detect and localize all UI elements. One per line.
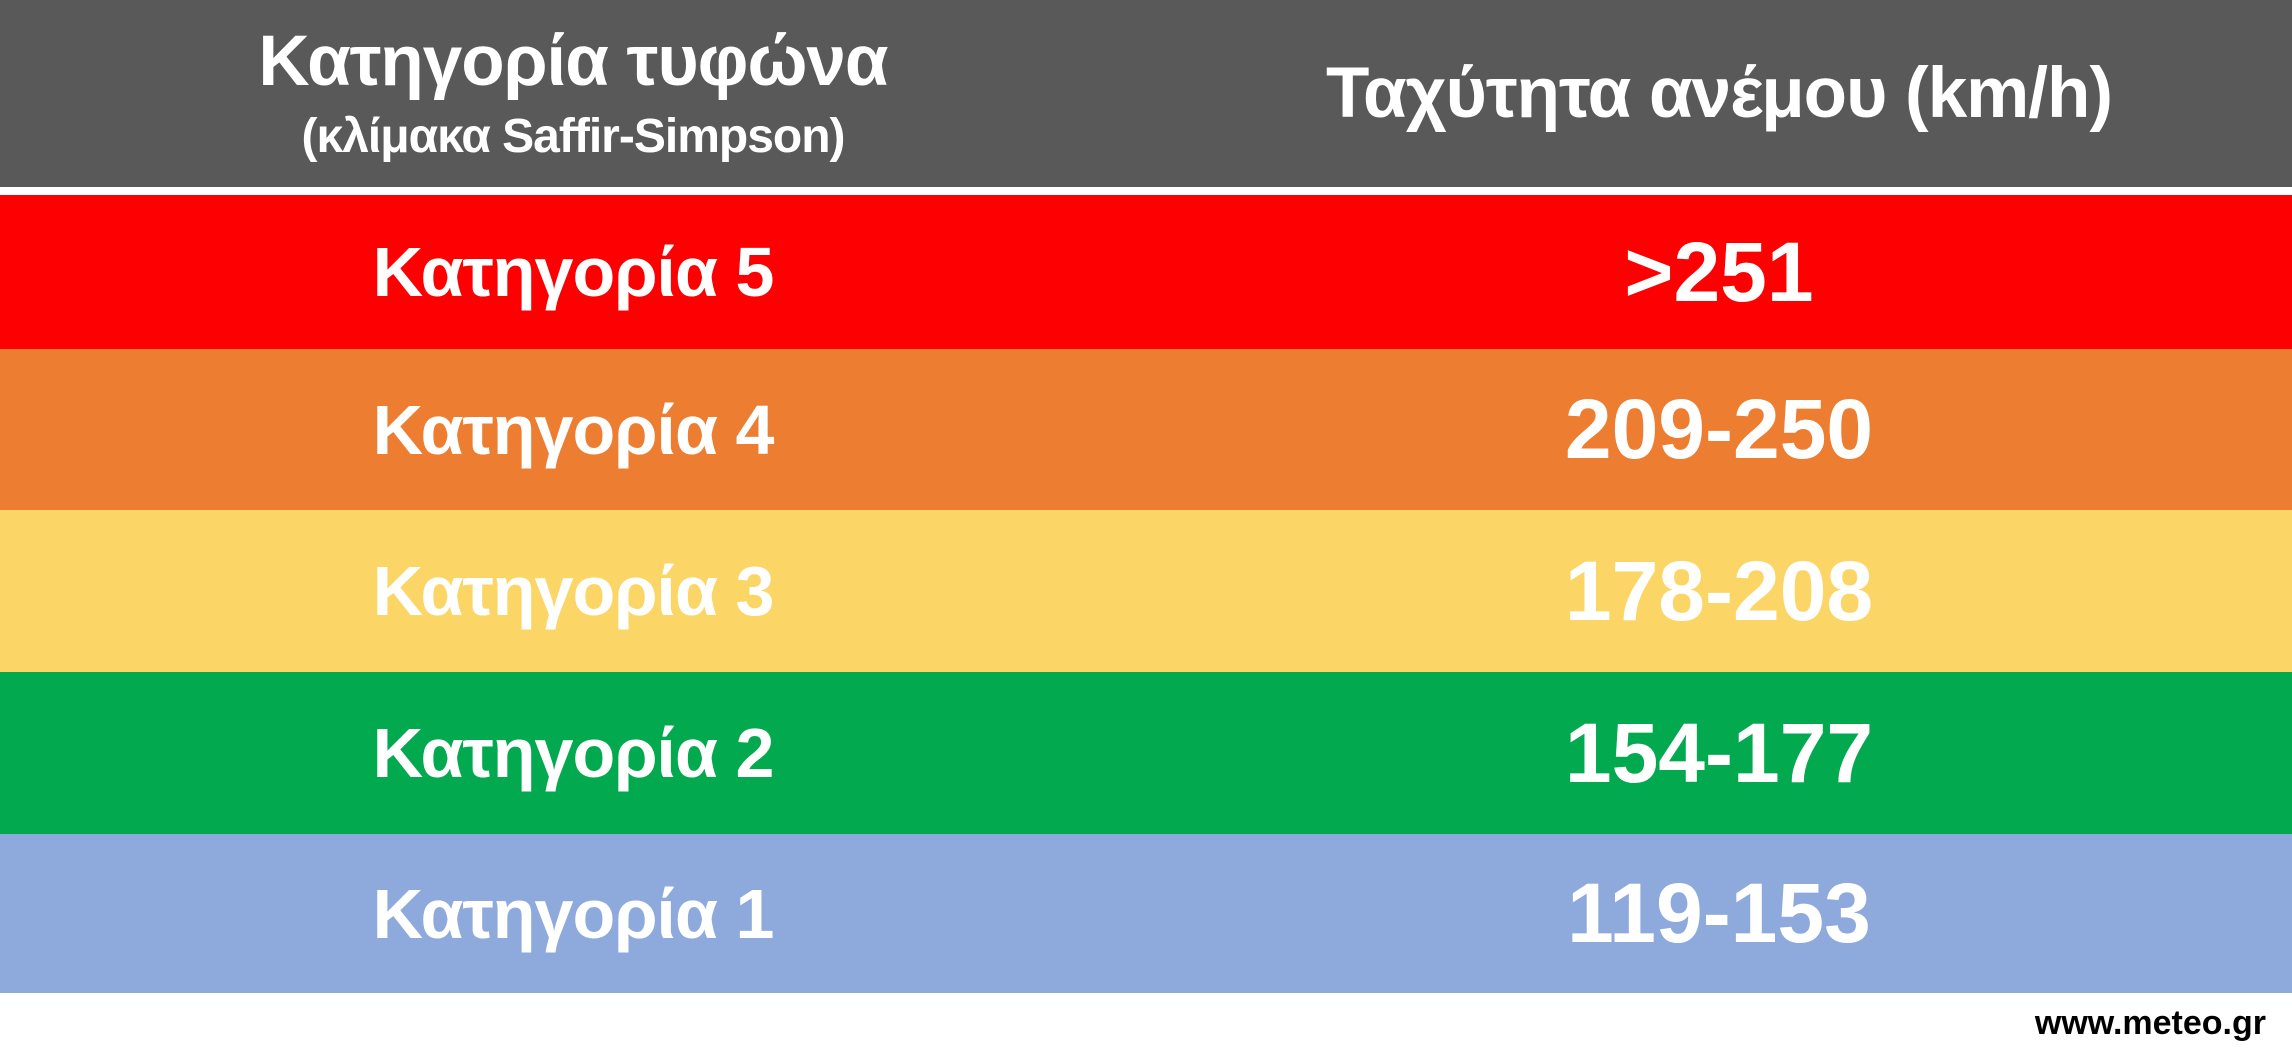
speed-cell: >251 <box>1624 224 1814 319</box>
source-credit: www.meteo.gr <box>2034 1004 2266 1042</box>
speed-cell: 178-208 <box>1564 543 1874 638</box>
header-speed-column: Ταχύτητα ανέμου (km/h) <box>1146 0 2292 187</box>
table-row-category-5: Κατηγορία 5 >251 <box>0 195 2292 349</box>
category-cell: Κατηγορία 4 <box>372 390 775 469</box>
table-header-row: Κατηγορία τυφώνα (κλίμακα Saffir-Simpson… <box>0 0 2292 187</box>
footer: www.meteo.gr <box>0 993 2292 1054</box>
table-row-category-3: Κατηγορία 3 178-208 <box>0 510 2292 672</box>
header-category-subtitle: (κλίμακα Saffir-Simpson) <box>301 110 845 163</box>
header-speed-title: Ταχύτητα ανέμου (km/h) <box>1325 54 2113 133</box>
speed-cell: 209-250 <box>1564 382 1874 476</box>
table-row-category-2: Κατηγορία 2 154-177 <box>0 672 2292 834</box>
header-category-title: Κατηγορία τυφώνα <box>258 22 888 101</box>
category-cell: Κατηγορία 2 <box>372 714 775 792</box>
table-row-category-4: Κατηγορία 4 209-250 <box>0 349 2292 510</box>
category-cell: Κατηγορία 1 <box>372 874 775 953</box>
header-separator-line <box>0 187 2292 195</box>
speed-cell: 119-153 <box>1567 866 1871 960</box>
speed-cell: 154-177 <box>1564 705 1874 800</box>
header-category-column: Κατηγορία τυφώνα (κλίμακα Saffir-Simpson… <box>0 0 1146 187</box>
category-cell: Κατηγορία 3 <box>372 552 775 630</box>
table-row-category-1: Κατηγορία 1 119-153 <box>0 834 2292 993</box>
category-cell: Κατηγορία 5 <box>372 233 775 311</box>
